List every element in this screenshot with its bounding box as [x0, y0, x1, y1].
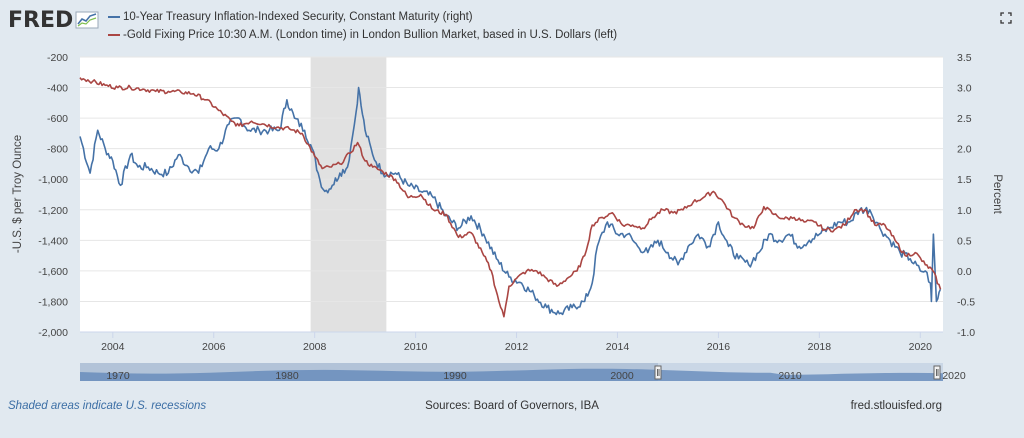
y-right-tick-label: 2.5 [957, 113, 972, 125]
y-right-tick-label: -1.0 [957, 327, 975, 339]
legend-label-gold-price: -Gold Fixing Price 10:30 A.M. (London ti… [123, 29, 618, 41]
y-axis-right: 3.5 3.0 2.5 2.0 1.5 1.0 0.5 0.0 -0.5 -1.0 [957, 52, 975, 339]
legend-item-gold-price[interactable]: -Gold Fixing Price 10:30 A.M. (London ti… [108, 28, 617, 42]
x-tick-label: 2012 [505, 341, 529, 353]
series-line-0 [79, 86, 942, 316]
recession-band-0 [310, 57, 387, 332]
navigator-tick-label: 2010 [778, 370, 802, 382]
y-left-tick-label: -200 [47, 52, 68, 64]
navigator-tick-label: 2000 [610, 370, 634, 382]
y-right-tick-label: 3.5 [957, 52, 972, 64]
x-axis: 2004 2006 2008 2010 2012 2014 2016 2018 2020 [80, 331, 943, 353]
x-tick-label: 2020 [909, 341, 933, 353]
fred-logo[interactable]: FRED [8, 6, 100, 34]
navigator-ticks: 1970 1980 1990 2000 2010 2020 [106, 370, 966, 382]
y-right-tick-label: 1.0 [957, 205, 972, 217]
navigator-tick-label: 1990 [443, 370, 467, 382]
x-tick-label: 2014 [606, 341, 630, 353]
x-tick-label: 2010 [404, 341, 428, 353]
navigator-handle-right[interactable] [933, 365, 941, 380]
y-left-tick-label: -800 [47, 144, 68, 156]
y-left-tick-label: -1,000 [38, 174, 68, 186]
plot-background [80, 57, 943, 332]
y-right-tick-label: 3.0 [957, 83, 972, 95]
fred-logo-text: FRED [8, 8, 73, 33]
x-tick-label: 2008 [303, 341, 327, 353]
y-right-tick-label: 1.5 [957, 174, 972, 186]
y-left-tick-label: -2,000 [38, 327, 68, 339]
x-tick-label: 2006 [202, 341, 226, 353]
navigator-tick-label: 2020 [942, 370, 966, 382]
legend-swatch-red [108, 34, 120, 36]
y-left-tick-label: -400 [47, 83, 68, 95]
navigator-area [80, 368, 943, 381]
site-link[interactable]: fred.stlouisfed.org [850, 400, 942, 412]
logo-graph-icon [75, 11, 99, 29]
y-axis-left-title: -U.S. $ per Troy Ounce [12, 135, 24, 253]
fullscreen-icon[interactable] [1000, 12, 1012, 24]
range-navigator[interactable]: 1970 1980 1990 2000 2010 2020 [80, 363, 966, 382]
legend-item-tips-yield[interactable]: 10-Year Treasury Inflation-Indexed Secur… [108, 10, 473, 24]
y-left-tick-label: -1,400 [38, 235, 68, 247]
y-axis-right-title: Percent [991, 174, 1003, 214]
series-layer [79, 77, 942, 318]
series-line-1 [79, 77, 942, 318]
navigator-handle-left[interactable] [654, 365, 662, 380]
sources-note: Sources: Board of Governors, IBA [425, 400, 599, 412]
y-left-tick-label: -1,600 [38, 266, 68, 278]
y-axis-left: -200 -400 -600 -800 -1,000 -1,200 -1,400 -1,600… [38, 52, 68, 339]
y-right-tick-label: 2.0 [957, 144, 972, 156]
legend-swatch-blue [108, 16, 120, 18]
y-left-tick-label: -600 [47, 113, 68, 125]
x-tick-label: 2018 [808, 341, 832, 353]
y-left-tick-label: -1,800 [38, 296, 68, 308]
y-right-tick-label: 0.5 [957, 235, 972, 247]
recession-layer [310, 57, 387, 332]
recessions-note[interactable]: Shaded areas indicate U.S. recessions [8, 400, 207, 412]
x-tick-label: 2016 [707, 341, 731, 353]
y-left-tick-label: -1,200 [38, 205, 68, 217]
legend-label-tips-yield: 10-Year Treasury Inflation-Indexed Secur… [123, 11, 473, 23]
y-right-tick-label: 0.0 [957, 266, 972, 278]
navigator-tick-label: 1980 [275, 370, 299, 382]
navigator-tick-label: 1970 [106, 370, 130, 382]
y-right-tick-label: -0.5 [957, 296, 975, 308]
x-tick-label: 2004 [101, 341, 125, 353]
